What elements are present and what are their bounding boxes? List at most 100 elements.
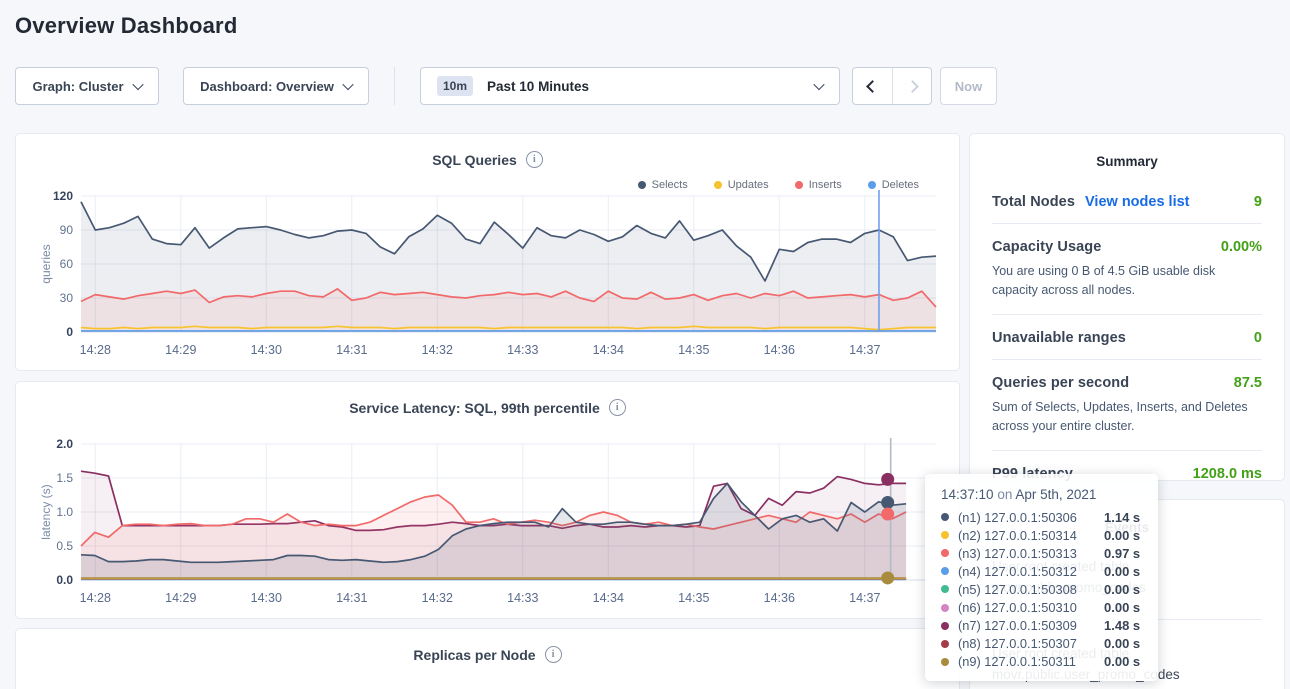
svg-text:1.5: 1.5 [56,471,73,485]
svg-text:14:31: 14:31 [336,591,367,605]
graph-scope-dropdown[interactable]: Graph: Cluster [15,67,159,105]
svg-text:latency (s): latency (s) [39,484,53,539]
graph-scope-label: Graph: Cluster [32,78,124,94]
chevron-down-icon [131,78,144,91]
summary-label: Unavailable ranges [992,329,1126,346]
dashboard-controls: Graph: Cluster Dashboard: Overview 10m P… [0,67,1290,105]
dashboard-label: Dashboard: Overview [200,78,334,94]
tooltip-node-row: (n2) 127.0.0.1:50314 0.00 s [941,526,1144,544]
series-dot-icon [941,567,949,576]
summary-subtext: Sum of Selects, Updates, Inserts, and De… [992,399,1248,434]
sql-queries-chart[interactable]: 0 30 60 90 120 14:28 14:29 14:30 14:31 14:32 14:33… [16,184,961,371]
sql-queries-card: SQL Queries i Selects Updates Inserts Delet… [15,133,960,371]
tooltip-timestamp: 14:37:10 on Apr 5th, 2021 [941,487,1097,502]
summary-row: Queries per second 87.5 Sum of Selects, Up… [992,358,1262,450]
svg-text:14:33: 14:33 [507,343,538,357]
summary-value: 1208.0 ms [1192,465,1262,482]
svg-text:14:32: 14:32 [422,343,453,357]
series-dot-icon [941,531,949,540]
summary-label: Total Nodes [992,194,1076,210]
svg-text:60: 60 [60,257,74,271]
service-latency-title: Service Latency: SQL, 99th percentile [349,399,600,416]
chevron-left-icon [866,79,879,93]
svg-text:14:28: 14:28 [80,591,111,605]
summary-row: Unavailable ranges 0 [992,313,1262,359]
dashboard-dropdown[interactable]: Dashboard: Overview [183,67,369,105]
chevron-right-icon [905,79,919,93]
tooltip-node-row: (n9) 127.0.0.1:50311 0.00 s [941,653,1144,671]
svg-text:14:37: 14:37 [849,343,880,357]
summary-label: Capacity Usage [992,239,1102,255]
svg-text:14:29: 14:29 [165,591,196,605]
svg-text:14:30: 14:30 [251,343,282,357]
chevron-down-icon [813,78,825,91]
series-dot-icon [941,513,949,522]
series-dot-icon [941,603,949,612]
legend-item-selects[interactable]: Selects [637,179,688,191]
summary-value: 0 [1253,329,1262,346]
svg-text:14:31: 14:31 [336,343,367,357]
tooltip-node-row: (n3) 127.0.0.1:50313 0.97 s [941,544,1144,562]
info-icon[interactable]: i [544,646,562,663]
sql-queries-legend: Selects Updates Inserts Deletes [637,179,919,191]
latency-hover-tooltip: 14:37:10 on Apr 5th, 2021 (n1) 127.0.0.1… [925,474,1158,681]
legend-dot-icon [713,181,722,189]
svg-text:14:36: 14:36 [764,343,795,357]
series-dot-icon [941,621,949,630]
time-back-button[interactable] [853,68,892,104]
info-icon[interactable]: i [608,399,626,416]
time-forward-button[interactable] [892,68,931,104]
summary-value: 87.5 [1233,374,1262,391]
legend-item-deletes[interactable]: Deletes [867,179,919,191]
time-range-label: Past 10 Minutes [487,78,590,94]
now-button[interactable]: Now [940,67,997,105]
svg-text:14:29: 14:29 [165,343,196,357]
svg-text:14:30: 14:30 [251,591,282,605]
svg-text:0: 0 [66,325,73,339]
svg-text:30: 30 [60,291,74,305]
svg-text:14:32: 14:32 [422,591,453,605]
service-latency-chart[interactable]: 0.0 0.5 1.0 1.5 2.0 14:28 14:29 14:30 14:31 14:32… [16,432,961,619]
tooltip-node-row: (n4) 127.0.0.1:50312 0.00 s [941,562,1144,580]
legend-dot-icon [637,181,646,189]
svg-text:120: 120 [53,189,73,203]
tooltip-node-row: (n5) 127.0.0.1:50308 0.00 s [941,580,1144,598]
summary-subtext: You are using 0 B of 4.5 GiB usable disk… [992,264,1216,298]
summary-value: 9 [1253,194,1262,210]
time-range-dropdown[interactable]: 10m Past 10 Minutes [420,67,840,105]
page-title: Overview Dashboard [15,13,238,38]
legend-item-updates[interactable]: Updates [713,179,769,191]
series-dot-icon [941,657,949,666]
series-dot-icon [941,639,949,648]
svg-text:90: 90 [60,223,74,237]
replicas-per-node-card: Replicas per Node i [15,628,960,689]
controls-divider [394,67,395,105]
info-icon[interactable]: i [525,151,543,168]
svg-text:14:35: 14:35 [678,591,709,605]
summary-row: Capacity Usage 0.00% You are using 0 B of … [992,223,1262,314]
legend-dot-icon [794,181,803,189]
tooltip-rows: (n1) 127.0.0.1:50306 1.14 s (n2) 127.0.0.1… [941,508,1144,671]
summary-title: Summary [1096,154,1158,169]
time-range-badge: 10m [437,76,474,96]
chevron-down-icon [342,78,354,91]
svg-text:14:36: 14:36 [764,591,795,605]
svg-text:14:37: 14:37 [849,591,880,605]
svg-text:14:34: 14:34 [593,343,624,357]
summary-panel: Summary Total Nodes View nodes list 9 Capac… [969,133,1285,482]
view-nodes-list-link[interactable]: View nodes list [1085,194,1190,210]
legend-dot-icon [867,181,876,189]
svg-text:14:35: 14:35 [678,343,709,357]
svg-text:0.5: 0.5 [56,539,73,553]
svg-text:2.0: 2.0 [56,437,73,451]
svg-text:14:28: 14:28 [80,343,111,357]
summary-row: Total Nodes View nodes list 9 [992,179,1262,223]
sql-queries-title: SQL Queries [432,151,517,168]
tooltip-node-row: (n8) 127.0.0.1:50307 0.00 s [941,635,1144,653]
legend-item-inserts[interactable]: Inserts [794,179,842,191]
tooltip-node-row: (n7) 127.0.0.1:50309 1.48 s [941,617,1144,635]
series-dot-icon [941,549,949,558]
svg-text:0.0: 0.0 [56,573,73,587]
replicas-per-node-title: Replicas per Node [413,646,536,663]
